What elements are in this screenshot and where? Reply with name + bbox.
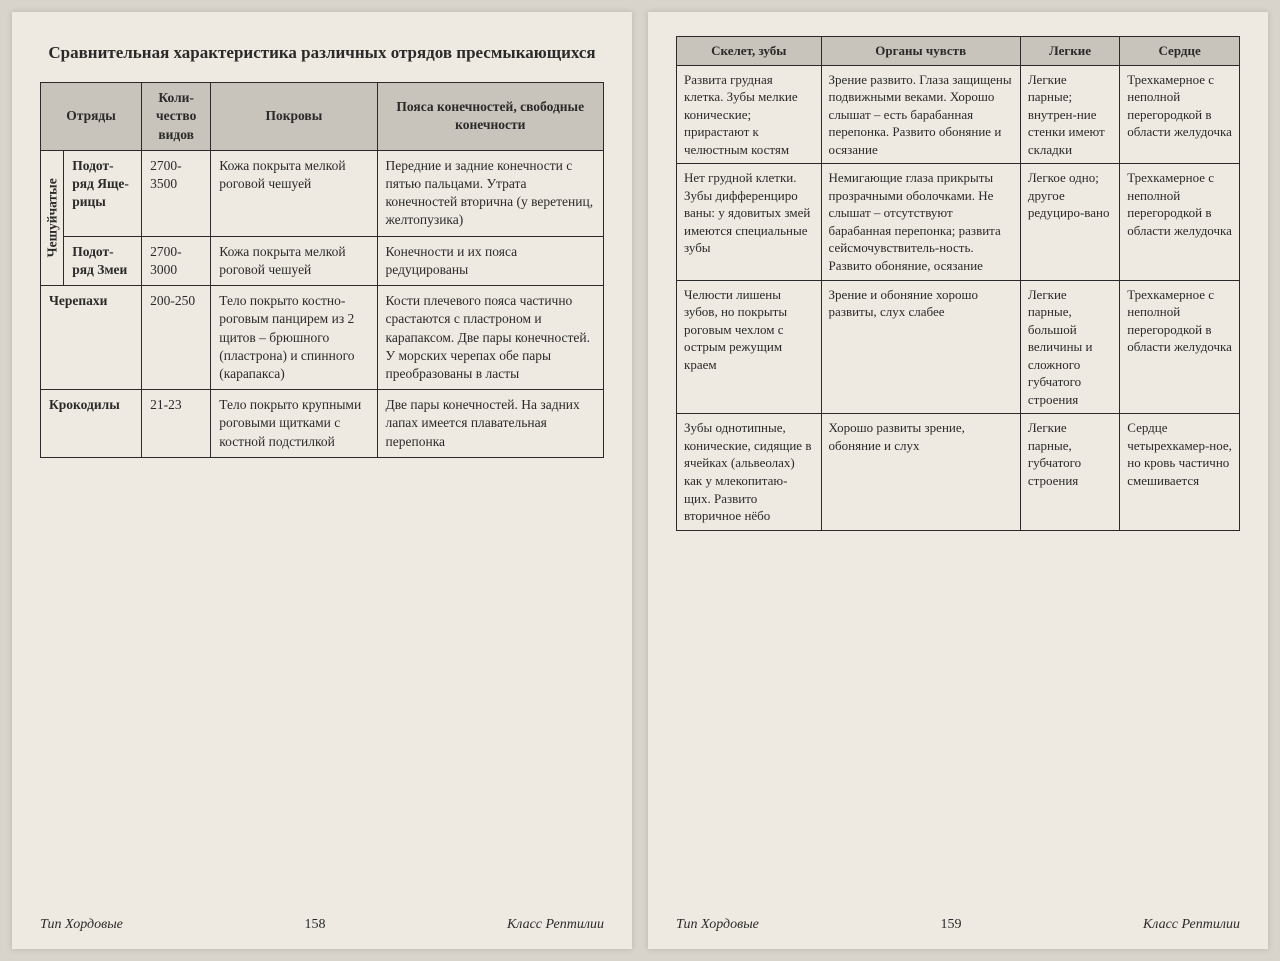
cell-senses: Немигающие глаза прикрыты прозрачными об… xyxy=(821,164,1020,280)
cell-lungs: Легкие парные; внутрен-ние стенки имеют … xyxy=(1020,65,1119,164)
table-row: Крокодилы 21-23 Тело покрыто крупными ро… xyxy=(41,390,604,458)
cell-lungs: Легкое одно; другое редуциро-вано xyxy=(1020,164,1119,280)
cell-senses: Зрение развито. Глаза защищены подвижным… xyxy=(821,65,1020,164)
cell-skeleton: Нет грудной клетки. Зубы дифференциро ва… xyxy=(677,164,822,280)
cell-skeleton: Развита грудная клетка. Зубы мелкие кони… xyxy=(677,65,822,164)
col-covers: Покровы xyxy=(211,83,377,151)
footer-left: Тип Хордовые xyxy=(676,917,759,933)
page-left: Сравнительная характеристика различных о… xyxy=(12,12,632,949)
table-header-row: Отряды Коли-чество видов Покровы Пояса к… xyxy=(41,83,604,151)
page-title: Сравнительная характеристика различных о… xyxy=(40,42,604,64)
table-row: Черепахи 200-250 Тело покрыто костно-рог… xyxy=(41,286,604,390)
table-header-row: Скелет, зубы Органы чувств Легкие Сердце xyxy=(677,37,1240,66)
col-skeleton: Скелет, зубы xyxy=(677,37,822,66)
page-footer: Тип Хордовые 158 Класс Рептилии xyxy=(40,905,604,933)
table-row: Нет грудной клетки. Зубы дифференциро ва… xyxy=(677,164,1240,280)
cell-count: 2700-3500 xyxy=(142,150,211,236)
table-left: Отряды Коли-чество видов Покровы Пояса к… xyxy=(40,82,604,458)
cell-heart: Сердце четырехкамер-ное, но кровь частич… xyxy=(1120,414,1240,530)
cell-count: 21-23 xyxy=(142,390,211,458)
cell-skeleton: Челюсти лишены зубов, но покрыты роговым… xyxy=(677,280,822,414)
cell-limbs: Две пары конечностей. На задних лапах им… xyxy=(377,390,603,458)
table-row: Зубы однотипные, конические, сидящие в я… xyxy=(677,414,1240,530)
table-row: Развита грудная клетка. Зубы мелкие кони… xyxy=(677,65,1240,164)
table-row: Подот-ряд Змеи 2700-3000 Кожа покрыта ме… xyxy=(41,236,604,285)
col-lungs: Легкие xyxy=(1020,37,1119,66)
cell-limbs: Конечности и их пояса редуцированы xyxy=(377,236,603,285)
cell-covers: Кожа покрыта мелкой роговой чешуей xyxy=(211,150,377,236)
cell-count: 200-250 xyxy=(142,286,211,390)
order-name: Крокодилы xyxy=(41,390,142,458)
cell-covers: Тело покрыто костно-роговым панцирем из … xyxy=(211,286,377,390)
table-row: Чешуйчатые Подот-ряд Яще-рицы 2700-3500 … xyxy=(41,150,604,236)
footer-right: Класс Рептилии xyxy=(507,917,604,933)
footer-left: Тип Хордовые xyxy=(40,917,123,933)
order-name: Черепахи xyxy=(41,286,142,390)
page-number: 158 xyxy=(304,917,325,933)
order-name: Подот-ряд Яще-рицы xyxy=(64,150,142,236)
page-footer: Тип Хордовые 159 Класс Рептилии xyxy=(676,905,1240,933)
order-name: Подот-ряд Змеи xyxy=(64,236,142,285)
col-limbs: Пояса конечностей, свободные конечности xyxy=(377,83,603,151)
cell-covers: Тело покрыто крупными роговыми щитками с… xyxy=(211,390,377,458)
cell-senses: Хорошо развиты зрение, обоняние и слух xyxy=(821,414,1020,530)
cell-senses: Зрение и обоняние хорошо развиты, слух с… xyxy=(821,280,1020,414)
table-row: Челюсти лишены зубов, но покрыты роговым… xyxy=(677,280,1240,414)
group-label: Чешуйчатые xyxy=(41,150,64,285)
footer-right: Класс Рептилии xyxy=(1143,917,1240,933)
cell-heart: Трехкамерное с неполной перегородкой в о… xyxy=(1120,280,1240,414)
cell-heart: Трехкамерное с неполной перегородкой в о… xyxy=(1120,65,1240,164)
cell-lungs: Легкие парные, большой величины и сложно… xyxy=(1020,280,1119,414)
col-senses: Органы чувств xyxy=(821,37,1020,66)
col-count: Коли-чество видов xyxy=(142,83,211,151)
cell-skeleton: Зубы однотипные, конические, сидящие в я… xyxy=(677,414,822,530)
cell-limbs: Передние и задние конечности с пятью пал… xyxy=(377,150,603,236)
table-right: Скелет, зубы Органы чувств Легкие Сердце… xyxy=(676,36,1240,531)
cell-lungs: Легкие парные, губчатого строения xyxy=(1020,414,1119,530)
cell-count: 2700-3000 xyxy=(142,236,211,285)
col-heart: Сердце xyxy=(1120,37,1240,66)
col-orders: Отряды xyxy=(41,83,142,151)
cell-heart: Трехкамерное с неполной перегородкой в о… xyxy=(1120,164,1240,280)
cell-limbs: Кости плечевого пояса частично срастаютс… xyxy=(377,286,603,390)
cell-covers: Кожа покрыта мелкой роговой чешуей xyxy=(211,236,377,285)
page-number: 159 xyxy=(940,917,961,933)
page-right: Скелет, зубы Органы чувств Легкие Сердце… xyxy=(648,12,1268,949)
